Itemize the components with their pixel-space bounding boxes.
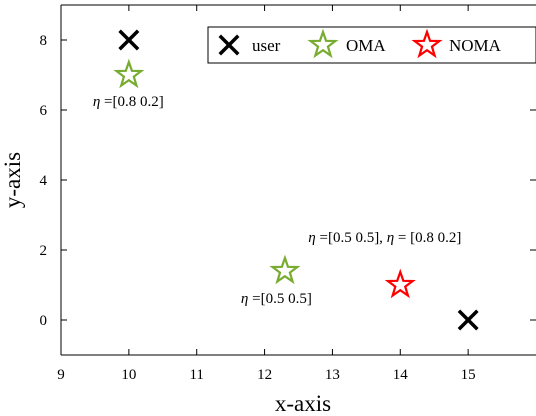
- legend-label-noma: NOMA: [449, 36, 502, 55]
- annotation-eta: η =[0.5 0.5], η = [0.8 0.2]: [308, 230, 461, 246]
- x-tick-label: 10: [121, 367, 136, 383]
- legend-marker-noma: [411, 28, 443, 59]
- x-tick-label: 12: [257, 367, 272, 383]
- point-user: [118, 29, 140, 51]
- legend-box: [207, 26, 536, 64]
- annotation-text: = [0.8 0.2]: [394, 230, 461, 246]
- x-tick-label: 15: [461, 367, 476, 383]
- axes: 9 10 11 12 13 14 15 0 2 4 6 8: [40, 4, 536, 383]
- annotation-eta: η =[0.5 0.5]: [241, 291, 312, 307]
- legend-label-user: user: [252, 36, 281, 55]
- data-marks: [113, 29, 479, 331]
- legend-cross-icon: [218, 34, 240, 56]
- y-tick-label: 2: [40, 243, 48, 259]
- legend-marker-oma: [307, 28, 339, 59]
- annotation-eta: η =[0.8 0.2]: [93, 94, 164, 110]
- x-tick-label: 13: [325, 367, 340, 383]
- annotation-text: =[0.5 0.5]: [248, 291, 311, 307]
- y-axis-label: y-axis: [0, 152, 25, 208]
- annotation-text: =[0.8 0.2]: [100, 94, 163, 110]
- eta-symbol: η: [387, 230, 394, 246]
- y-tick-label: 0: [40, 313, 48, 329]
- x-axis-label: x-axis: [275, 391, 331, 416]
- x-tick-label: 9: [57, 367, 65, 383]
- eta-symbol: η: [308, 230, 315, 246]
- point-noma: [384, 268, 416, 299]
- eta-symbol: η: [241, 291, 248, 307]
- y-tick-label: 6: [40, 103, 48, 119]
- y-tick-label: 8: [40, 33, 48, 49]
- point-oma: [269, 254, 301, 285]
- annotations: η =[0.8 0.2]η =[0.5 0.5]η =[0.5 0.5], η …: [93, 94, 461, 307]
- point-user: [457, 309, 479, 331]
- annotation-text: =[0.5 0.5],: [316, 230, 387, 246]
- point-oma: [113, 58, 145, 89]
- legend-star-icon: [411, 28, 443, 59]
- x-tick-label: 14: [393, 367, 409, 383]
- legend-marker-user: [218, 34, 240, 56]
- legend-star-icon: [307, 28, 339, 59]
- legend: user OMA NOMA: [207, 26, 536, 64]
- y-tick-label: 4: [40, 173, 48, 189]
- eta-symbol: η: [93, 94, 100, 110]
- x-tick-label: 11: [189, 367, 203, 383]
- legend-label-oma: OMA: [346, 36, 386, 55]
